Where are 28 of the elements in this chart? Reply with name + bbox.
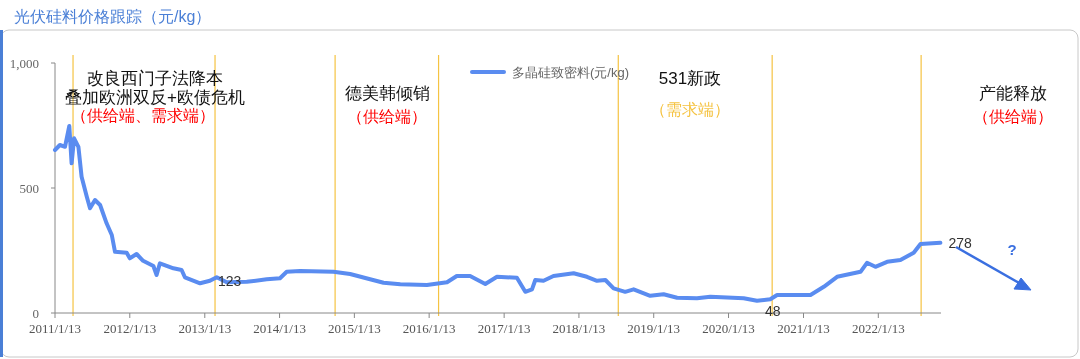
x-tick-label: 2020/1/13 <box>702 321 755 336</box>
x-tick-label: 2011/1/13 <box>28 321 82 336</box>
y-tick-label: 0 <box>32 306 39 321</box>
annotation: （供给端、需求端） <box>71 107 215 124</box>
x-tick-label: 2015/1/13 <box>328 321 381 336</box>
annotation: 德美韩倾销 <box>344 84 430 103</box>
y-tick-label: 500 <box>19 181 39 196</box>
x-tick-label: 2019/1/13 <box>627 321 681 336</box>
x-tick-label: 2018/1/13 <box>552 321 606 336</box>
annotation: （供给端） <box>347 108 427 125</box>
x-tick-label: 2012/1/13 <box>103 321 157 336</box>
x-tick-label: 2021/1/13 <box>777 321 830 336</box>
y-tick-label: 1,000 <box>9 56 39 71</box>
text: ? <box>1007 241 1017 258</box>
x-tick-label: 2022/1/13 <box>851 321 905 336</box>
text: （供给端） <box>973 108 1053 125</box>
x-tick-label: 2013/1/13 <box>178 321 232 336</box>
annotation: 改良西门子法降本 <box>87 69 223 88</box>
annotation: （需求端） <box>650 101 730 118</box>
annotation: 123 <box>217 273 242 290</box>
text: 产能释放 <box>979 84 1047 103</box>
x-tick-label: 2016/1/13 <box>402 321 456 336</box>
annotation: 278 <box>948 234 972 251</box>
annotation: 531新政 <box>658 69 722 88</box>
annotation: 叠加欧洲双反+欧债危机 <box>65 88 245 107</box>
x-tick-label: 2014/1/13 <box>253 321 306 336</box>
x-tick-label: 2017/1/13 <box>477 321 531 336</box>
chart-title: 光伏硅料价格跟踪（元/kg） <box>14 8 212 25</box>
